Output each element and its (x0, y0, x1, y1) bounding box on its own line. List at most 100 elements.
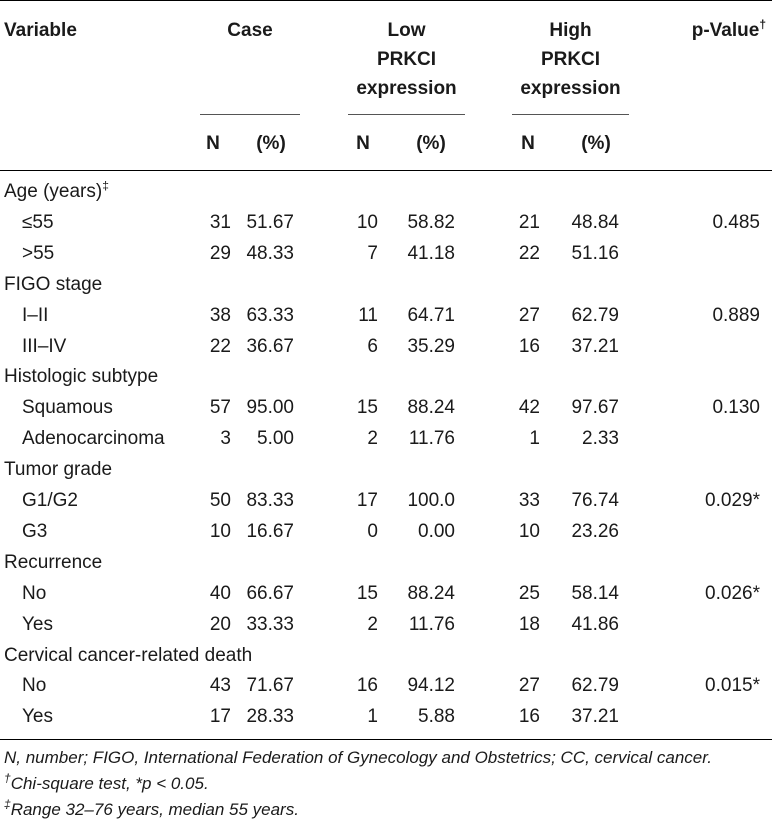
header-low-n: N (356, 133, 370, 154)
footnote-age-range: ‡Range 32–76 years, median 55 years. (4, 797, 299, 820)
footnote-range-mark: ‡ (4, 797, 11, 812)
low-n-cell: 15 (356, 397, 378, 419)
row-label: G1/G2 (22, 490, 78, 511)
high-n-cell: 33 (518, 490, 540, 511)
high-pct-cell: 62.79 (571, 675, 619, 697)
header-bottom-rule (0, 170, 772, 171)
high-n-cell: 42 (518, 397, 540, 419)
group-label-text: FIGO stage (4, 273, 103, 295)
group-label-text: Cervical cancer-related death (4, 644, 253, 666)
header-pvalue-mark: † (759, 17, 766, 32)
high-n-cell: 21 (518, 211, 540, 233)
row-label: I–II (22, 304, 49, 326)
group-label: FIGO stage (4, 274, 102, 296)
group-label-text: Tumor grade (4, 459, 113, 481)
case-n-cell: 22 (209, 335, 231, 357)
case-span-rule (200, 114, 300, 115)
header-low-line1: Low (387, 20, 426, 41)
row-label: >55 (22, 242, 55, 264)
case-n-cell: 43 (209, 675, 231, 697)
table-bottom-rule (0, 739, 772, 740)
case-n-cell: 10 (209, 520, 231, 542)
case-pct-cell: 48.33 (246, 242, 294, 264)
header-high-pct: (%) (581, 133, 611, 154)
case-pct-cell: 36.67 (246, 335, 294, 357)
row-label: ≤55 (22, 211, 54, 233)
high-pct-cell: 97.67 (571, 397, 619, 419)
low-pct-cell: 94.12 (407, 675, 455, 697)
low-pct-cell: 41.18 (407, 242, 455, 264)
header-variable: Variable (4, 20, 77, 41)
row-label: Yes (22, 706, 53, 728)
high-n-cell: 25 (518, 582, 540, 604)
group-label-mark: ‡ (102, 178, 109, 193)
p-value-cell: 0.485 (712, 211, 760, 233)
high-n-cell: 16 (518, 706, 540, 728)
high-pct-cell: 37.21 (571, 706, 619, 728)
group-label-text: Histologic subtype (4, 366, 159, 388)
low-span-rule (348, 114, 465, 115)
high-pct-cell: 62.79 (571, 304, 619, 326)
footnote-chi-square: †Chi-square test, *p < 0.05. (4, 772, 209, 794)
high-pct-cell: 51.16 (571, 242, 619, 264)
high-pct-cell: 37.21 (571, 335, 619, 357)
p-value-cell: 0.029* (705, 490, 760, 511)
header-low-pct: (%) (416, 133, 446, 154)
high-pct-cell: 58.14 (571, 582, 619, 604)
low-n-cell: 15 (356, 582, 378, 604)
low-pct-cell: 88.24 (407, 397, 455, 419)
header-case-n: N (206, 133, 220, 154)
p-value-cell: 0.026* (705, 582, 760, 604)
footnote-abbreviations: N, number; FIGO, International Federatio… (4, 748, 713, 767)
case-n-cell: 3 (220, 428, 231, 450)
row-label: No (22, 675, 47, 697)
low-n-cell: 10 (356, 211, 378, 233)
case-pct-cell: 66.67 (246, 582, 294, 604)
group-label-text: Age (years) (4, 181, 103, 202)
case-pct-cell: 5.00 (257, 428, 294, 450)
low-n-cell: 0 (367, 520, 378, 542)
high-n-cell: 22 (518, 242, 540, 264)
header-case: Case (227, 20, 273, 41)
p-value-cell: 0.889 (712, 304, 760, 326)
header-high-line3: expression (520, 78, 621, 99)
header-high-line1: High (549, 20, 592, 41)
group-label-text: Recurrence (4, 551, 103, 573)
header-high-line2: PRKCI (540, 49, 601, 70)
group-label: Cervical cancer-related death (4, 645, 252, 667)
case-pct-cell: 63.33 (246, 304, 294, 326)
footnote-chi-text: Chi-square test, *p < 0.05. (10, 774, 209, 793)
p-value-cell: 0.015* (705, 675, 760, 697)
low-n-cell: 6 (367, 335, 378, 357)
low-n-cell: 17 (356, 490, 378, 511)
case-pct-cell: 28.33 (246, 706, 294, 728)
high-pct-cell: 76.74 (571, 490, 619, 511)
case-pct-cell: 95.00 (246, 397, 294, 419)
case-n-cell: 40 (209, 582, 231, 604)
low-n-cell: 1 (367, 706, 378, 728)
low-n-cell: 2 (367, 613, 378, 635)
low-pct-cell: 11.76 (408, 613, 455, 635)
group-label: Age (years)‡ (4, 178, 109, 203)
high-span-rule (512, 114, 629, 115)
low-n-cell: 2 (367, 428, 378, 450)
case-n-cell: 38 (209, 304, 231, 326)
header-low-line2: PRKCI (376, 49, 437, 70)
high-n-cell: 27 (518, 675, 540, 697)
row-label: Yes (22, 613, 53, 635)
low-pct-cell: 5.88 (418, 706, 455, 728)
row-label: Adenocarcinoma (22, 428, 165, 450)
row-label: G3 (22, 520, 48, 542)
group-label: Recurrence (4, 552, 102, 574)
header-pvalue: p-Value† (640, 17, 766, 42)
top-rule (0, 0, 772, 1)
row-label: Squamous (22, 397, 113, 419)
high-pct-cell: 48.84 (571, 211, 619, 233)
header-low-line3: expression (356, 78, 457, 99)
high-pct-cell: 2.33 (582, 428, 619, 450)
high-n-cell: 27 (518, 304, 540, 326)
case-n-cell: 17 (209, 706, 231, 728)
case-n-cell: 20 (209, 613, 231, 635)
low-pct-cell: 88.24 (407, 582, 455, 604)
row-label: III–IV (22, 335, 67, 357)
